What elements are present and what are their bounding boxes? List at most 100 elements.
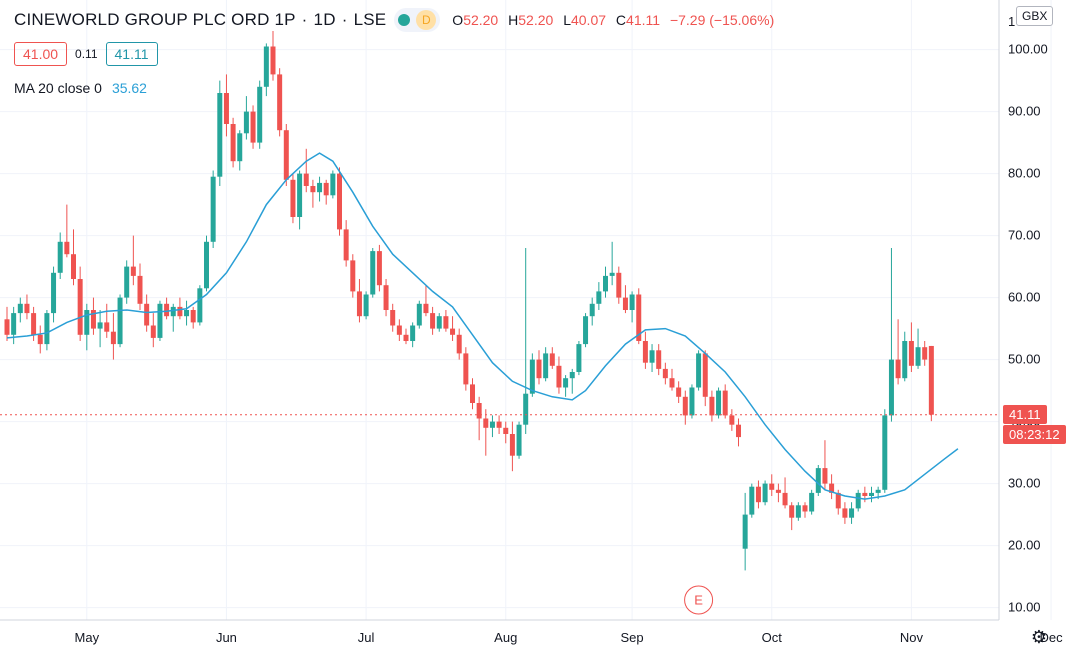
candle xyxy=(64,204,70,258)
candle-body xyxy=(882,415,888,490)
candle xyxy=(450,316,456,341)
candle-body xyxy=(888,359,894,416)
low-value: 40.07 xyxy=(570,12,607,28)
candle-body xyxy=(263,46,269,87)
candle xyxy=(928,345,934,422)
candle xyxy=(137,263,143,310)
candle-body xyxy=(416,303,422,326)
candle-body xyxy=(376,251,382,286)
candle-body xyxy=(503,427,509,434)
symbol-title[interactable]: CINEWORLD GROUP PLC ORD 1P xyxy=(14,10,296,29)
candle-body xyxy=(509,434,515,456)
candle xyxy=(110,313,116,360)
candle xyxy=(71,229,76,286)
candle-body xyxy=(210,176,216,242)
candle xyxy=(563,375,569,397)
candle xyxy=(51,266,57,323)
candle xyxy=(124,260,130,304)
candle xyxy=(556,356,562,394)
candle-body xyxy=(164,303,170,317)
candle xyxy=(669,368,675,391)
candle-body xyxy=(51,272,57,314)
candle-body xyxy=(662,368,668,379)
candle xyxy=(323,179,329,205)
indicator-legend[interactable]: MA 20 close 0 35.62 xyxy=(14,80,147,96)
candle xyxy=(396,319,402,341)
candle-body xyxy=(84,310,90,335)
candle xyxy=(769,474,775,496)
candle xyxy=(569,368,575,394)
y-tick-label: 80.00 xyxy=(1008,166,1041,181)
candle xyxy=(702,350,708,407)
candle-body xyxy=(669,378,675,388)
candle xyxy=(815,465,821,496)
candle xyxy=(809,489,815,515)
symbol-legend: CINEWORLD GROUP PLC ORD 1P · 1D · LSE D … xyxy=(14,8,780,32)
buy-price-button[interactable]: 41.11 xyxy=(105,42,158,66)
candle-body xyxy=(137,275,143,304)
x-tick-label: May xyxy=(75,630,100,645)
candle xyxy=(696,350,702,391)
candle xyxy=(436,313,442,332)
candle xyxy=(682,390,688,425)
candle xyxy=(829,474,835,500)
candle xyxy=(150,313,156,348)
candle-body xyxy=(443,316,449,329)
candle-body xyxy=(343,229,349,261)
interval-label[interactable]: 1D xyxy=(313,10,336,29)
candle-body xyxy=(742,514,748,549)
candle xyxy=(882,409,888,493)
candle xyxy=(649,344,655,372)
candle xyxy=(523,248,529,434)
candle xyxy=(383,279,389,317)
candle-body xyxy=(177,306,183,317)
candle xyxy=(802,502,808,518)
high-value: 52.20 xyxy=(518,12,554,28)
candle xyxy=(862,486,868,503)
candle xyxy=(775,483,781,503)
candle xyxy=(243,96,249,140)
candle xyxy=(237,130,243,171)
candle xyxy=(922,341,928,366)
y-tick-label: 1 xyxy=(1008,14,1015,29)
candle xyxy=(376,244,382,292)
candle-body xyxy=(290,179,296,217)
candle xyxy=(17,297,23,323)
candle xyxy=(589,297,595,326)
sell-price-button[interactable]: 41.00 xyxy=(14,42,68,66)
candle-body xyxy=(463,353,469,385)
candle xyxy=(676,381,682,403)
candle-body xyxy=(44,313,50,345)
candle xyxy=(596,282,602,310)
candle-body xyxy=(622,297,628,310)
status-pill[interactable]: D xyxy=(394,8,441,32)
candle xyxy=(842,502,848,524)
earnings-marker[interactable]: E xyxy=(684,585,714,615)
candle-body xyxy=(257,86,263,143)
candle-body xyxy=(556,365,562,388)
candle xyxy=(350,254,356,298)
gear-icon[interactable]: ⚙ xyxy=(1030,627,1048,647)
candle-body xyxy=(616,272,622,298)
candle-body xyxy=(297,173,303,217)
candle-body xyxy=(303,173,309,186)
candle xyxy=(117,294,123,348)
candle-body xyxy=(270,46,276,75)
bid-ask-row: 41.00 0.11 41.11 xyxy=(14,42,158,66)
candle xyxy=(177,297,183,320)
close-value: 41.11 xyxy=(626,12,661,28)
candle-body xyxy=(516,424,522,456)
candle-body xyxy=(749,486,755,515)
candle xyxy=(270,31,276,81)
candle-body xyxy=(363,294,369,317)
candle-body xyxy=(223,93,229,124)
currency-badge[interactable]: GBX xyxy=(1016,6,1054,26)
candle xyxy=(476,396,482,441)
candle-body xyxy=(855,492,861,509)
candle xyxy=(888,248,894,422)
candle xyxy=(716,387,722,419)
candle-body xyxy=(835,492,841,509)
candle xyxy=(310,179,316,208)
candle-body xyxy=(722,390,728,416)
